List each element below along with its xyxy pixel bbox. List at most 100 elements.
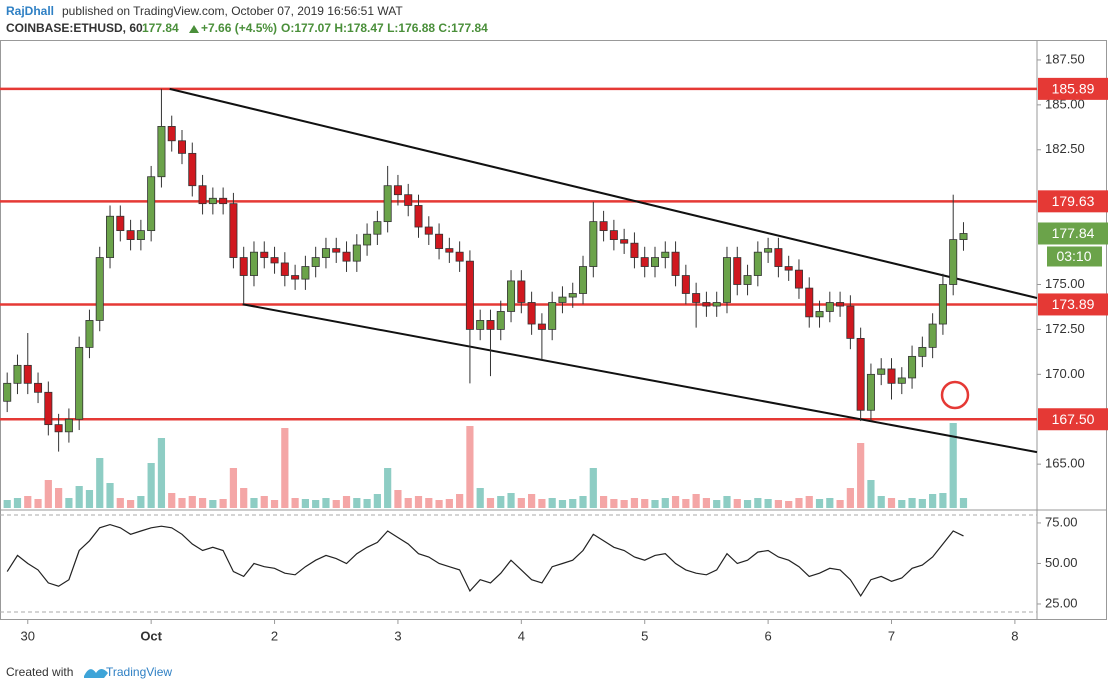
- candle-body: [414, 205, 423, 228]
- volume-bar: [404, 498, 412, 508]
- candle-body: [363, 233, 372, 246]
- volume-bar: [291, 498, 299, 508]
- level-label: 173.89: [1052, 296, 1095, 312]
- volume-bar: [723, 496, 731, 508]
- y-tick-label: 182.50: [1045, 141, 1085, 156]
- candle-body: [342, 251, 351, 262]
- x-tick-label: 3: [394, 628, 401, 643]
- candle-body: [157, 126, 166, 178]
- volume-bar: [497, 496, 505, 508]
- candle-body: [424, 226, 433, 235]
- candle-body: [321, 248, 330, 258]
- candle-body: [13, 364, 22, 384]
- volume-bar: [682, 499, 690, 508]
- volume-bar: [867, 480, 875, 508]
- y-tick-label: 172.50: [1045, 321, 1085, 336]
- candle-body: [198, 185, 207, 205]
- volume-bar: [435, 500, 443, 508]
- volume-bar: [260, 496, 268, 508]
- x-tick-label: 5: [641, 628, 648, 643]
- volume-bar: [754, 498, 762, 508]
- volume-bar: [85, 490, 94, 508]
- volume-bar: [456, 494, 464, 508]
- candle-body: [393, 185, 402, 196]
- candle-body: [280, 262, 289, 276]
- frame: [0, 40, 1107, 620]
- volume-bar: [137, 496, 145, 508]
- header-change: +7.66 (+4.5%): [201, 21, 277, 35]
- volume-bar: [384, 468, 392, 508]
- candle-body: [548, 302, 557, 330]
- volume-bar: [651, 500, 659, 508]
- volume-bar: [301, 499, 309, 508]
- candle-body: [774, 248, 783, 267]
- candle-body: [651, 257, 660, 267]
- candle-body: [301, 266, 310, 280]
- candle-body: [825, 302, 834, 312]
- candle-body: [465, 260, 474, 330]
- volume-bar: [219, 499, 227, 508]
- volume-bar: [209, 500, 217, 508]
- volume-bar: [569, 499, 577, 508]
- candle-body: [527, 302, 536, 325]
- volume-bar: [641, 499, 649, 508]
- volume-bar: [795, 498, 803, 508]
- level-label: 185.89: [1052, 81, 1095, 97]
- candle-body: [784, 266, 793, 271]
- volume-bar: [168, 493, 176, 508]
- logo: [84, 669, 108, 678]
- rsi-tick-label: 25.00: [1045, 595, 1078, 610]
- last-price-label: 177.84: [1052, 225, 1095, 241]
- candle-body: [877, 368, 886, 375]
- volume-bar: [312, 500, 320, 508]
- countdown-tag: [1047, 246, 1102, 267]
- candle-body: [887, 368, 896, 384]
- volume-bar: [661, 498, 669, 508]
- volume-bar: [281, 428, 289, 508]
- volume-bar: [713, 500, 721, 508]
- candle-body: [219, 197, 228, 205]
- candle-body: [106, 215, 115, 258]
- candle-body: [34, 382, 43, 393]
- volume-bar: [353, 498, 361, 508]
- volume-bar: [589, 468, 597, 508]
- candle-body: [537, 323, 546, 330]
- candle-body: [239, 257, 248, 276]
- volume-bar: [476, 488, 484, 508]
- volume-bar: [445, 499, 453, 508]
- volume-bar: [44, 480, 52, 508]
- volume-bar: [702, 498, 711, 508]
- header-ohlc: O:177.07 H:178.47 L:176.88 C:177.84: [281, 21, 488, 35]
- volume-bar: [332, 500, 340, 508]
- x-tick-label: 4: [518, 628, 525, 643]
- countdown: 03:10: [1056, 248, 1091, 264]
- candle-body: [568, 293, 577, 298]
- volume-bar: [188, 496, 196, 508]
- x-tick-label: 2: [271, 628, 278, 643]
- candle-body: [507, 280, 516, 312]
- volume-bar: [558, 500, 567, 508]
- candle-body: [743, 275, 752, 285]
- y-tick-label: 165.00: [1045, 456, 1085, 471]
- candle-body: [44, 391, 53, 426]
- y-tick-label: 175.00: [1045, 276, 1085, 291]
- volume-bar: [579, 496, 587, 508]
- candle-body: [352, 244, 361, 262]
- candle-body: [311, 257, 320, 267]
- volume-bar: [671, 496, 680, 508]
- candle-body: [404, 194, 413, 206]
- trendline: [242, 303, 1038, 454]
- volume-bar: [815, 499, 824, 508]
- candle-body: [167, 126, 176, 142]
- volume-bar: [538, 499, 546, 508]
- volume-bar: [250, 498, 258, 508]
- volume-bar: [65, 498, 73, 508]
- footer-brand: TradingView: [106, 665, 172, 679]
- volume-bar: [55, 488, 63, 508]
- candle-body: [589, 221, 598, 267]
- volume-bar: [13, 498, 22, 508]
- level-label: 179.63: [1052, 193, 1095, 209]
- volume-bar: [857, 443, 865, 508]
- candle-body: [815, 311, 824, 318]
- volume-bar: [548, 498, 556, 508]
